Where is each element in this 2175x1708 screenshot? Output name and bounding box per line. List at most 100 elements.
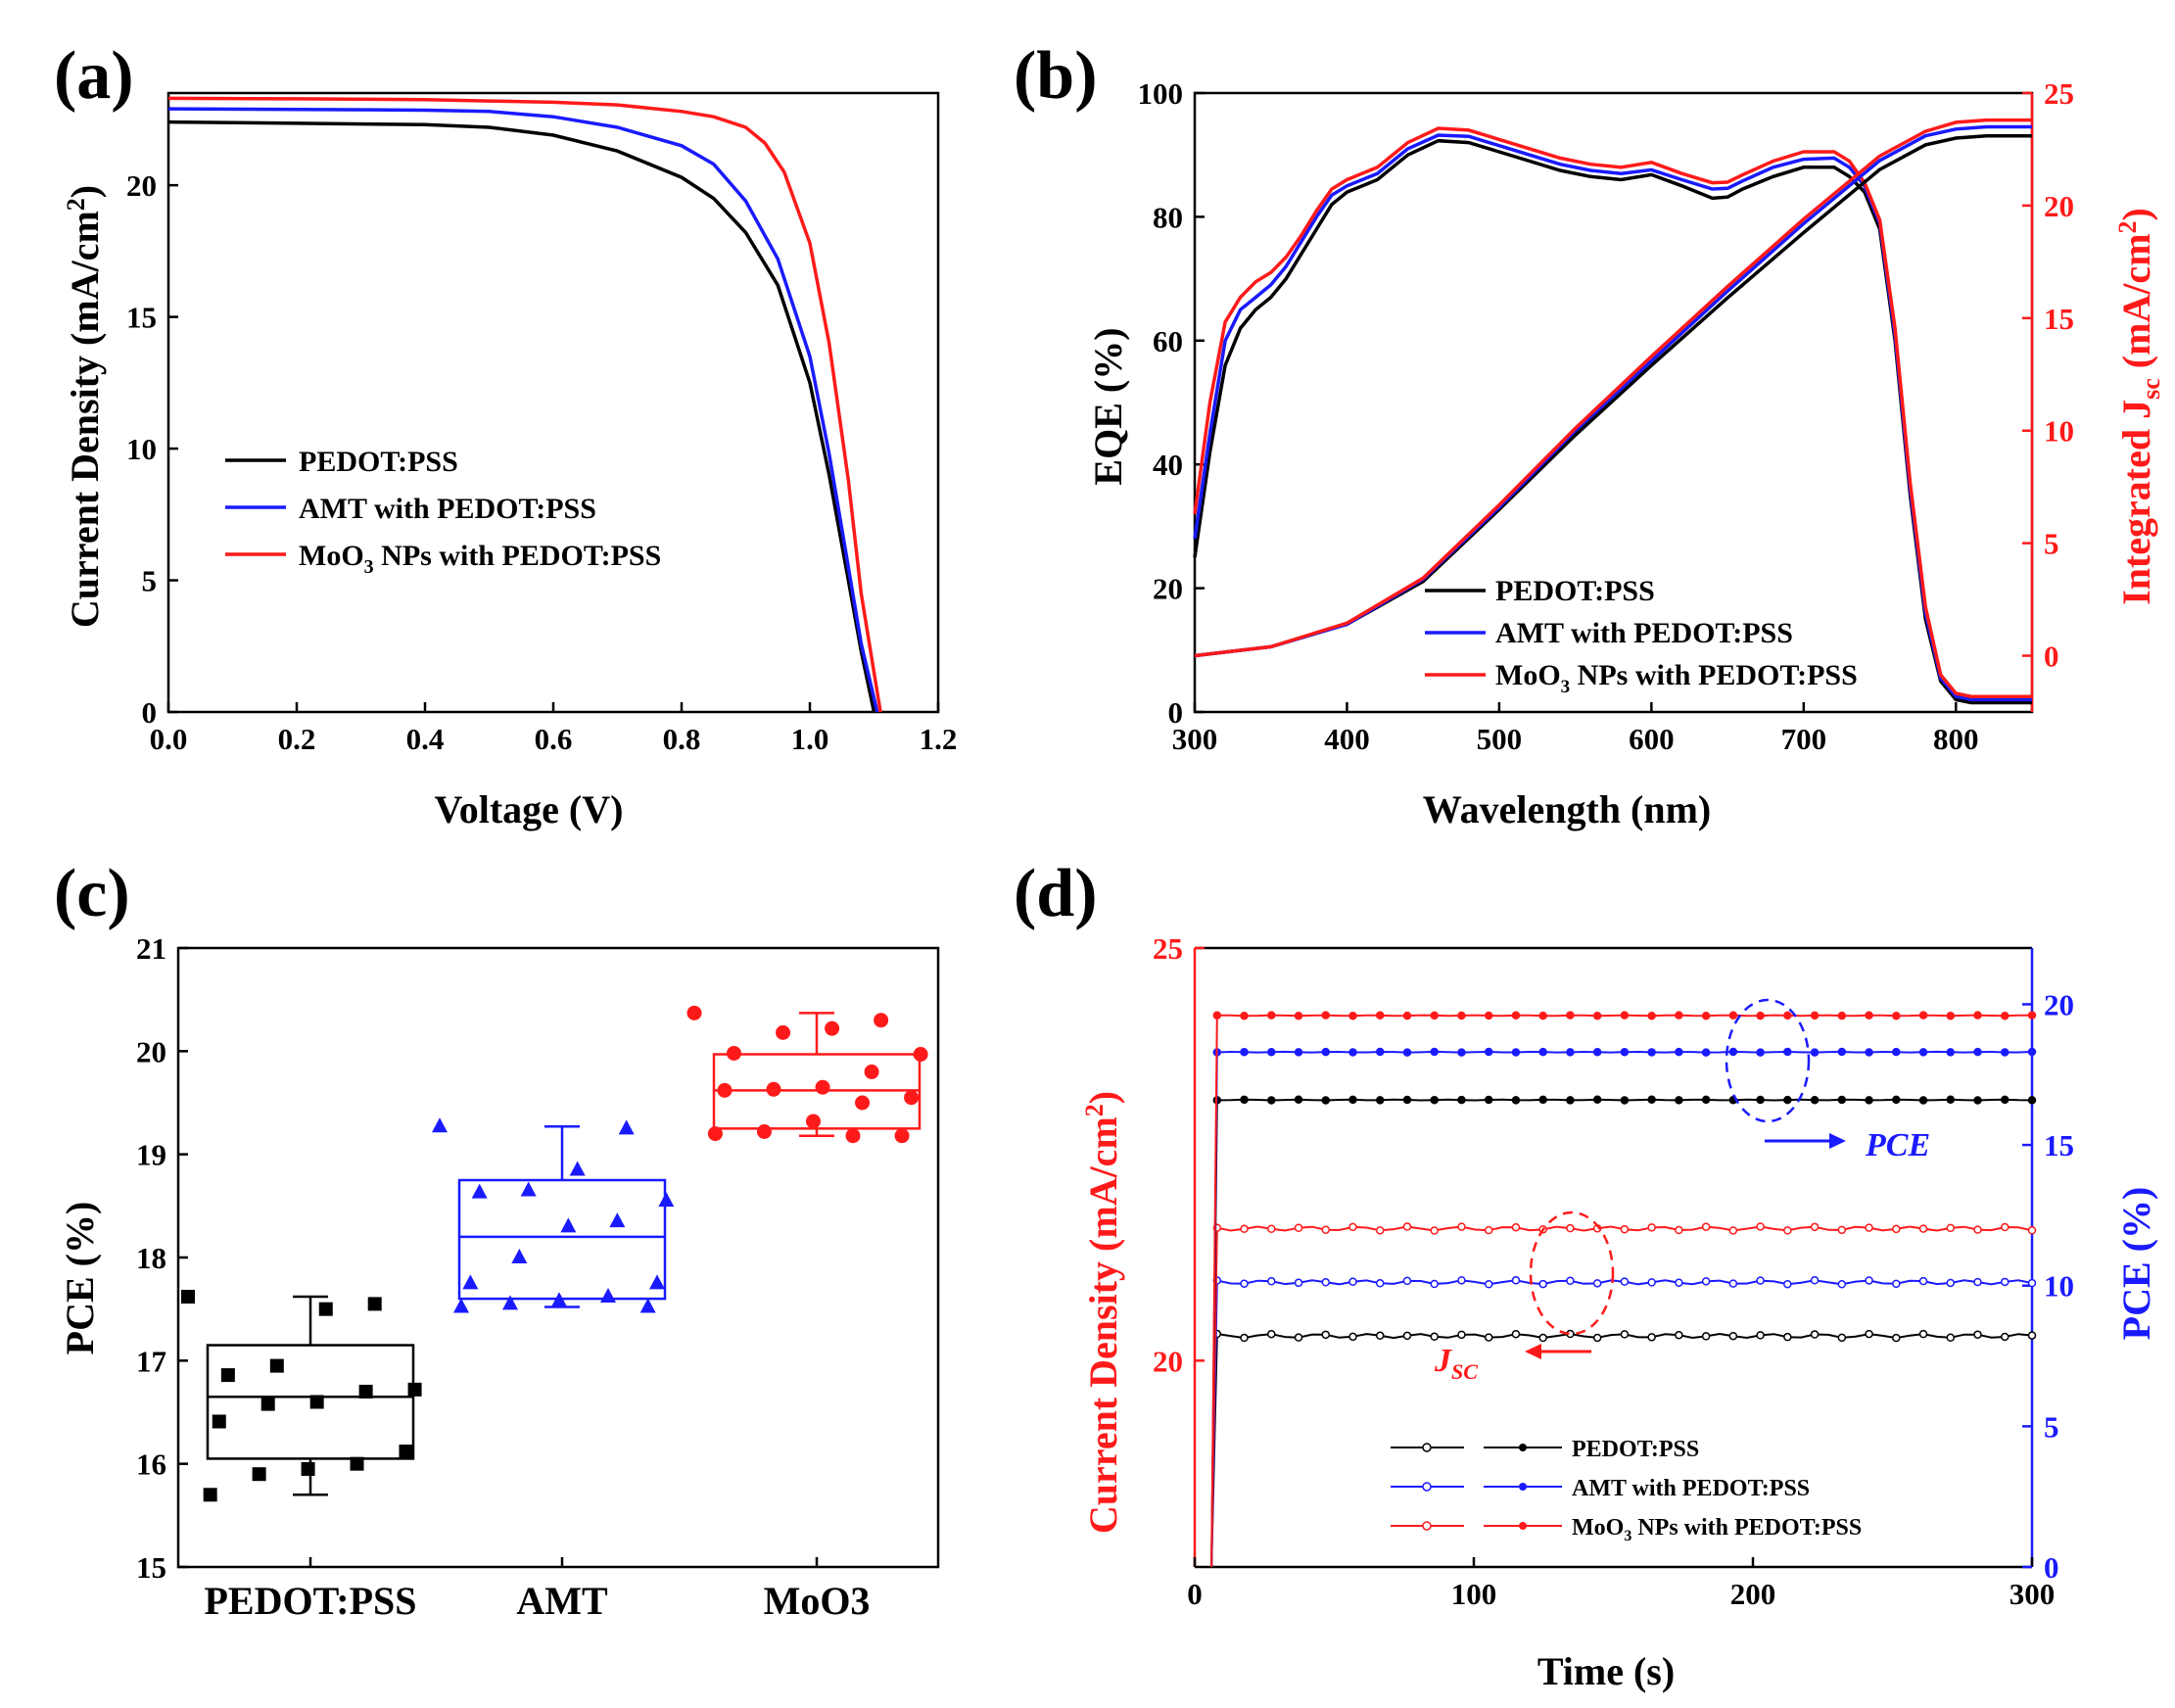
panel-d-ytick-label: 20 <box>1153 1344 1183 1378</box>
panel-d-marker <box>1402 1331 1412 1341</box>
panel-d-marker <box>2001 1277 2010 1287</box>
panel-d-marker <box>2001 1095 2010 1105</box>
panel-d-marker <box>1810 1276 1820 1285</box>
panel-b-y2tick-label: 5 <box>2044 527 2059 561</box>
panel-d-marker <box>1484 1047 1493 1057</box>
panel-d-marker <box>1375 1096 1385 1105</box>
panel-d-marker <box>1294 1333 1303 1342</box>
panel-d-marker <box>1321 1278 1331 1287</box>
panel-d-marker <box>1892 1224 1901 1234</box>
panel-d-marker <box>1756 1048 1765 1057</box>
panel-a-ytick-label: 10 <box>126 432 157 466</box>
panel-b-xtick-label: 400 <box>1324 722 1370 756</box>
panel-c-point-triangle <box>639 1298 656 1313</box>
panel-d-marker <box>2027 1096 2037 1105</box>
panel-d-marker <box>1946 1278 1956 1288</box>
panel-d-marker <box>1865 1223 1873 1232</box>
panel-d-marker <box>2001 1332 2010 1342</box>
panel-d-marker <box>1430 1011 1439 1020</box>
panel-d-marker <box>1647 1095 1656 1105</box>
panel-a-series-line <box>167 96 882 713</box>
panel-c-point-square <box>252 1467 266 1482</box>
panel-d-marker <box>1566 1011 1575 1020</box>
panel-c-point-triangle <box>560 1217 577 1233</box>
panel-c-point-triangle <box>520 1181 537 1197</box>
panel-d-marker <box>1484 1011 1493 1020</box>
panel-d-marker <box>2001 1222 2010 1232</box>
panel-d-legend-marker <box>1422 1482 1432 1492</box>
panel-d-marker <box>1620 1277 1630 1286</box>
panel-d-marker <box>1783 1226 1792 1235</box>
panel-d-series-line <box>1210 1098 2033 1568</box>
panel-c-point-circle <box>806 1114 821 1129</box>
panel-d-marker <box>1348 1332 1357 1342</box>
legend-part: NPs with PEDOT:PSS <box>374 540 662 572</box>
panel-d-marker <box>1267 1011 1276 1020</box>
panel-a-xtick-label: 0.0 <box>150 722 188 756</box>
panel-d-marker <box>1810 1330 1820 1339</box>
panel-c-ytick-label: 20 <box>136 1034 166 1068</box>
panel-d-marker <box>1675 1011 1683 1020</box>
panel-d-marker <box>2027 1011 2037 1020</box>
panel-d-marker <box>1267 1048 1276 1057</box>
panel-c-point-triangle <box>618 1119 635 1135</box>
panel-d-marker <box>1837 1333 1847 1343</box>
panel-label-a: (a) <box>54 38 134 114</box>
panel-c-point-circle <box>686 1005 702 1020</box>
panel-c-ytick-label: 15 <box>136 1550 166 1585</box>
panel-d-legend-label: PEDOT:PSS <box>1572 1437 1699 1462</box>
panel-a-xtick-label: 0.6 <box>535 722 573 756</box>
panel-label-d: (d) <box>1014 856 1098 931</box>
panel-d-marker <box>1240 1095 1249 1105</box>
panel-d-marker <box>1511 1276 1521 1285</box>
panel-c-point-triangle <box>462 1274 479 1290</box>
panel-b-eqe-line <box>1193 126 2032 698</box>
panel-d-marker <box>1402 1011 1412 1020</box>
panel-c-point-circle <box>864 1064 879 1079</box>
panel-d-marker <box>1375 1011 1385 1020</box>
panel-d-marker <box>1973 1096 1982 1105</box>
panel-d-marker <box>1294 1095 1303 1105</box>
panel-d-marker <box>1946 1333 1956 1343</box>
panel-d-marker <box>1240 1224 1249 1234</box>
panel-c-point-square <box>350 1456 364 1471</box>
panel-label-c: (c) <box>54 856 130 931</box>
panel-d-marker <box>1837 1011 1847 1020</box>
panel-d-series-line <box>1210 1050 2033 1568</box>
panel-d-jsc-ellipse <box>1529 1210 1615 1336</box>
panel-d-marker <box>1538 1279 1547 1289</box>
panel-d-marker <box>1348 1012 1357 1020</box>
panel-d-marker <box>1865 1329 1873 1339</box>
panel-d-marker <box>1918 1329 1928 1339</box>
panel-d-marker <box>1511 1329 1521 1339</box>
panel-d-pce-ellipse <box>1725 998 1811 1123</box>
panel-d-marker <box>1592 1012 1602 1020</box>
panel-d-legend-marker <box>1519 1522 1527 1530</box>
panel-d-marker <box>1701 1011 1711 1020</box>
panel-d-marker <box>1756 1011 1765 1020</box>
panel-a-series-line <box>167 119 876 713</box>
panel-d-marker <box>1675 1047 1683 1057</box>
panel-d-marker <box>1647 1048 1656 1057</box>
panel-d-marker <box>1348 1095 1357 1105</box>
panel-d-marker <box>1783 1095 1792 1105</box>
panel-d-y2tick-label: 20 <box>2044 987 2074 1021</box>
panel-d-marker <box>1212 1011 1222 1020</box>
panel-d-marker <box>1675 1278 1683 1287</box>
panel-c-ytick-label: 17 <box>136 1344 166 1378</box>
panel-c-ytick-label: 18 <box>136 1241 166 1275</box>
legend-part: MoO <box>299 540 364 572</box>
panel-d-series-line <box>1210 1225 2033 1568</box>
panel-b-y2tick-label: 20 <box>2044 189 2074 223</box>
panel-c-point-square <box>269 1358 284 1373</box>
panel-d-marker <box>1538 1333 1547 1343</box>
panel-d-marker <box>1402 1095 1412 1105</box>
panel-d-marker <box>1973 1330 1982 1339</box>
panel-b-jsc-line <box>1194 118 2032 658</box>
panel-c-ytick-label: 16 <box>136 1447 166 1482</box>
panel-c-point-square <box>181 1290 195 1305</box>
panel-d-marker <box>1701 1332 1711 1341</box>
panel-d-marker <box>1457 1048 1466 1057</box>
panel-d-marker <box>1892 1011 1901 1020</box>
panel-d-xtick-label: 0 <box>1187 1577 1203 1611</box>
